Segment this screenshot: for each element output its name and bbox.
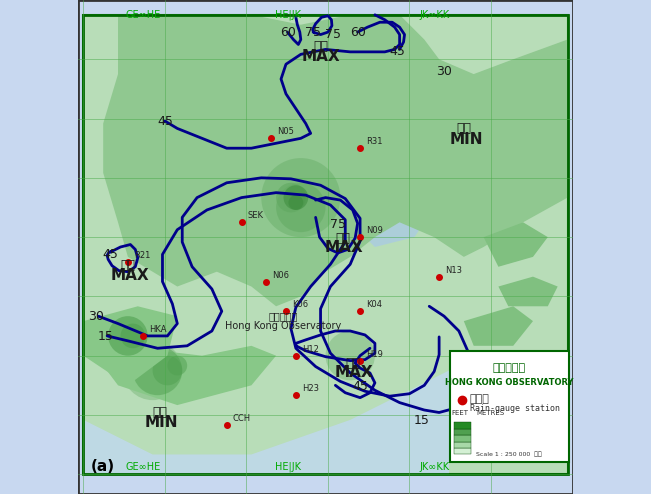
Text: H23: H23 [302,384,319,393]
Circle shape [276,183,326,232]
Text: 60: 60 [281,26,296,39]
Text: (a): (a) [91,459,115,474]
Text: N06: N06 [272,271,289,280]
Text: SEK: SEK [247,211,264,220]
Text: H19: H19 [366,350,383,359]
Text: METRES: METRES [476,410,505,416]
Text: 最高: 最高 [345,357,360,370]
Circle shape [167,356,187,375]
Text: GE∞HE: GE∞HE [125,462,160,472]
Text: 30: 30 [88,310,104,323]
Bar [454,442,471,448]
Circle shape [276,183,306,212]
Text: MAX: MAX [301,49,340,64]
Bar [454,422,471,429]
Text: K04: K04 [366,300,382,309]
Text: CCH: CCH [232,414,251,423]
Bar [454,435,471,442]
Circle shape [283,185,308,210]
Text: 45: 45 [389,45,405,58]
Text: 75: 75 [305,26,321,39]
Text: 75: 75 [330,218,346,231]
Text: 45: 45 [103,248,118,261]
Text: MAX: MAX [335,366,373,380]
Text: MAX: MAX [324,241,363,255]
Text: R21: R21 [134,251,150,260]
Text: 60: 60 [350,26,366,39]
Text: 最低: 最低 [152,406,167,419]
Polygon shape [104,346,276,405]
Text: R31: R31 [366,137,383,146]
Circle shape [326,331,375,380]
Text: MAX: MAX [111,268,150,283]
Text: 45: 45 [352,380,368,393]
Text: JK∞KK: JK∞KK [419,462,449,472]
Polygon shape [484,222,547,267]
Text: K06: K06 [292,300,308,309]
Circle shape [123,341,182,400]
Text: 香港天文台: 香港天文台 [269,311,298,321]
Text: 15: 15 [98,330,114,343]
Bar [454,429,471,435]
Circle shape [261,158,340,237]
Text: FEET: FEET [452,410,469,416]
Polygon shape [83,306,177,385]
Circle shape [288,195,303,210]
Text: HKA: HKA [148,325,166,334]
Circle shape [152,356,182,385]
Text: MIN: MIN [450,132,483,147]
Text: Rain-gauge station: Rain-gauge station [470,404,560,412]
Circle shape [108,316,148,356]
Text: HE|JK: HE|JK [275,461,301,472]
Text: 最高: 最高 [335,232,350,245]
Text: 香港天文台: 香港天文台 [493,363,526,373]
Text: 最高: 最高 [120,259,135,272]
Text: GE∞HE: GE∞HE [125,10,160,20]
Text: Hong Kong Observatory: Hong Kong Observatory [225,321,342,331]
Circle shape [120,324,145,348]
Text: HONG KONG OBSERVATORY: HONG KONG OBSERVATORY [445,378,574,387]
Polygon shape [83,370,449,474]
Text: N13: N13 [445,266,462,275]
Text: H12: H12 [302,345,318,354]
Polygon shape [464,306,533,346]
Text: 15: 15 [414,414,430,427]
Bar [450,351,568,462]
Text: HE|JK: HE|JK [275,10,301,20]
Polygon shape [350,198,434,247]
Text: 45: 45 [157,115,173,127]
Text: JK∞KK: JK∞KK [419,10,449,20]
Polygon shape [104,15,568,306]
Text: MIN: MIN [145,415,178,430]
Text: 雨量站: 雨量站 [470,394,490,404]
Polygon shape [499,277,558,306]
Text: N09: N09 [366,226,383,235]
Text: 30: 30 [436,65,452,78]
Text: 最高: 最高 [313,41,328,53]
Text: Scale 1 : 250 000  公里: Scale 1 : 250 000 公里 [477,452,542,457]
Text: N05: N05 [277,127,294,136]
Circle shape [133,346,182,395]
Text: 75: 75 [325,28,341,41]
Text: 最低: 最低 [456,122,471,135]
Bar [454,448,471,454]
